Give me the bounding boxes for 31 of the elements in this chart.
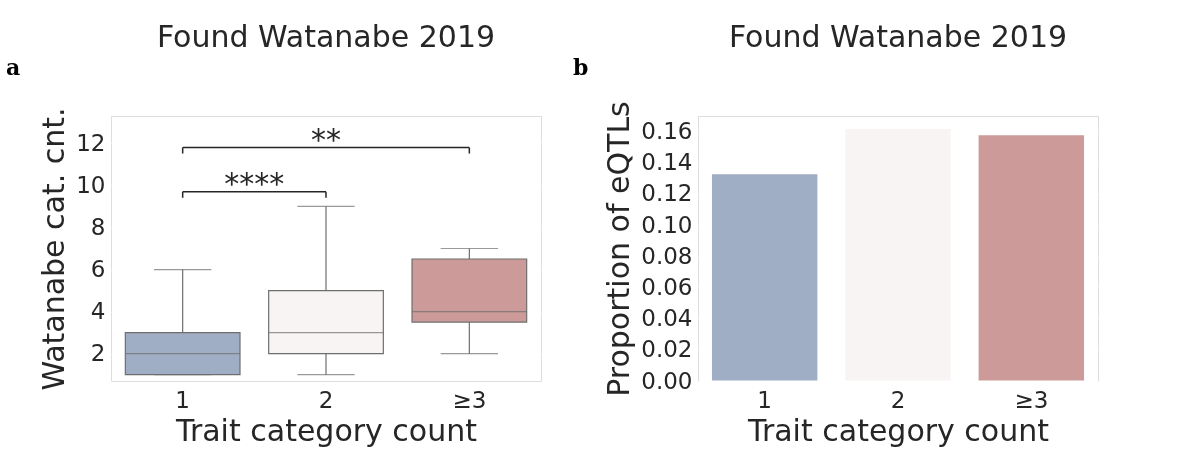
x-tick-label: 1 (757, 386, 772, 413)
y-tick-label: 0.14 (641, 149, 693, 176)
y-tick-label: 0.16 (641, 118, 693, 145)
y-tick-label: 0.02 (641, 336, 693, 363)
y-tick-label: 8 (90, 213, 106, 240)
x-axis-title: Trait category count (746, 412, 1050, 448)
y-tick-label: 0.10 (641, 211, 693, 238)
annotation: **** (224, 165, 285, 201)
y-axis-title: Proportion of eQTLs (601, 101, 637, 397)
x-tick-label: 2 (890, 386, 906, 413)
y-tick-label: 4 (90, 298, 106, 325)
x-axis-title: Trait category count (174, 412, 478, 448)
x-tick-label: 1 (175, 386, 190, 413)
y-tick-label: 6 (90, 256, 106, 283)
y-tick-label: 0.06 (641, 273, 693, 300)
y-tick-label: 0.12 (641, 180, 693, 207)
text: a (6, 54, 21, 80)
y-tick-label: 2 (90, 340, 106, 367)
y-axis-title: Watanabe cat. cnt. (36, 107, 72, 391)
text: b (573, 54, 589, 80)
x-tick-label: 2 (318, 386, 334, 413)
chart-title: Found Watanabe 2019 (728, 19, 1068, 54)
x-tick-label: ≥3 (1014, 386, 1049, 413)
y-tick-label: 0.08 (641, 242, 693, 269)
y-tick-label: 10 (76, 171, 106, 198)
y-tick-label: 0.00 (641, 367, 693, 394)
x-tick-label: ≥3 (452, 386, 487, 413)
annotation: ** (311, 121, 341, 157)
y-tick-label: 0.04 (641, 305, 693, 332)
y-tick-label: 12 (76, 129, 106, 156)
chart-title: Found Watanabe 2019 (156, 19, 496, 54)
